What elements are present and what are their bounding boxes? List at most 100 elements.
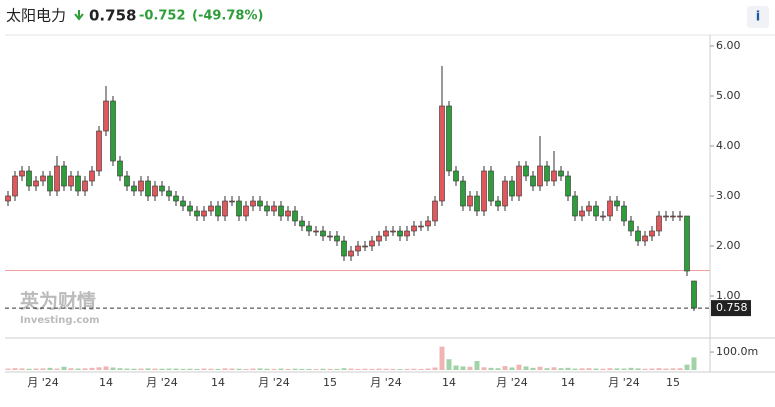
volume-bar xyxy=(404,368,410,370)
volume-bar xyxy=(593,368,599,370)
candle-body xyxy=(152,185,158,197)
candle-body xyxy=(691,280,697,309)
volume-bar xyxy=(537,366,543,370)
price-box xyxy=(711,300,751,317)
volume-bar xyxy=(334,368,340,370)
candle-body xyxy=(61,165,67,187)
candle-body xyxy=(89,170,95,182)
x-tick-label: 14 xyxy=(442,376,456,389)
volume-bar xyxy=(313,369,319,370)
volume-bar xyxy=(453,365,459,370)
candle-body xyxy=(481,170,487,212)
candle-body xyxy=(187,205,193,212)
volume-bar xyxy=(621,368,627,370)
volume-bar xyxy=(222,368,228,370)
y-tick-label: 2.00 xyxy=(716,239,741,252)
volume-bar xyxy=(194,368,200,370)
candle-body xyxy=(26,170,32,187)
volume-bar xyxy=(75,368,81,370)
volume-bar xyxy=(467,366,473,370)
volume-bar xyxy=(208,368,214,370)
candle-body xyxy=(411,225,417,232)
volume-bar xyxy=(558,368,564,370)
candle-body xyxy=(488,170,494,202)
candle-body xyxy=(502,180,508,207)
volume-bar xyxy=(229,368,235,370)
watermark: Investing.com xyxy=(20,315,100,326)
volume-bar xyxy=(96,367,102,370)
volume-bar xyxy=(215,368,221,370)
volume-bar xyxy=(460,366,466,370)
volume-bar xyxy=(61,366,67,370)
volume-bar xyxy=(502,366,508,370)
candle-body xyxy=(656,215,662,232)
candle-body xyxy=(523,165,529,177)
candle-body xyxy=(362,245,368,248)
volume-bar xyxy=(572,368,578,370)
volume-bar xyxy=(663,368,669,370)
candle-body xyxy=(194,210,200,217)
x-tick-label: 月 '24 xyxy=(146,376,178,389)
candle-body xyxy=(425,220,431,227)
volume-bar xyxy=(47,367,53,370)
x-tick-label: 14 xyxy=(561,376,575,389)
volume-bar xyxy=(173,368,179,370)
candle-body xyxy=(495,200,501,207)
candle-body xyxy=(565,175,571,197)
candle-body xyxy=(313,230,319,233)
x-tick-label: 月 '24 xyxy=(27,376,59,389)
volume-bar xyxy=(89,367,95,370)
volume-bar xyxy=(474,361,480,370)
candle-body xyxy=(292,210,298,222)
volume-bar xyxy=(152,368,158,370)
y-tick-label: 5.00 xyxy=(716,89,741,102)
volume-bar xyxy=(278,368,284,370)
volume-bar xyxy=(411,368,417,370)
candle-body xyxy=(600,215,606,218)
candle-body xyxy=(628,220,634,232)
x-tick-label: 月 '24 xyxy=(258,376,290,389)
volume-bar xyxy=(299,368,305,370)
candle-body xyxy=(96,130,102,172)
candle-body xyxy=(271,205,277,212)
volume-bar xyxy=(544,368,550,370)
volume-bar xyxy=(614,368,620,370)
volume-bar xyxy=(586,368,592,370)
volume-bar xyxy=(124,368,130,370)
candle-body xyxy=(208,205,214,212)
candle-body xyxy=(397,230,403,237)
candle-body xyxy=(215,205,221,217)
candle-body xyxy=(348,250,354,257)
volume-bar xyxy=(495,368,501,370)
x-tick-label: 15 xyxy=(323,376,337,389)
volume-bar xyxy=(425,368,431,370)
candle-body xyxy=(138,180,144,192)
candle-body xyxy=(278,205,284,217)
candle-body xyxy=(684,215,690,272)
volume-bar xyxy=(180,368,186,370)
volume-bar xyxy=(285,368,291,370)
candle-body xyxy=(439,105,445,202)
volume-bar xyxy=(516,364,522,370)
candle-body xyxy=(607,200,613,217)
volume-bar xyxy=(327,368,333,370)
candle-body xyxy=(82,180,88,192)
volume-bar xyxy=(257,368,263,370)
volume-bar xyxy=(551,367,557,370)
info-button[interactable] xyxy=(747,6,769,28)
candle-body xyxy=(614,200,620,207)
volume-bar xyxy=(250,368,256,370)
candle-body xyxy=(166,190,172,197)
candle-body xyxy=(586,205,592,212)
x-tick-label: 月 '24 xyxy=(370,376,402,389)
candle-body xyxy=(40,175,46,182)
candle-body xyxy=(621,205,627,222)
y-tick-label: 4.00 xyxy=(716,139,741,152)
candle-body xyxy=(243,205,249,217)
x-tick-label: 14 xyxy=(99,376,113,389)
info-icon[interactable]: i xyxy=(756,10,760,25)
volume-bar xyxy=(320,368,326,370)
change: -0.752 xyxy=(139,9,186,24)
candle-body xyxy=(467,195,473,207)
